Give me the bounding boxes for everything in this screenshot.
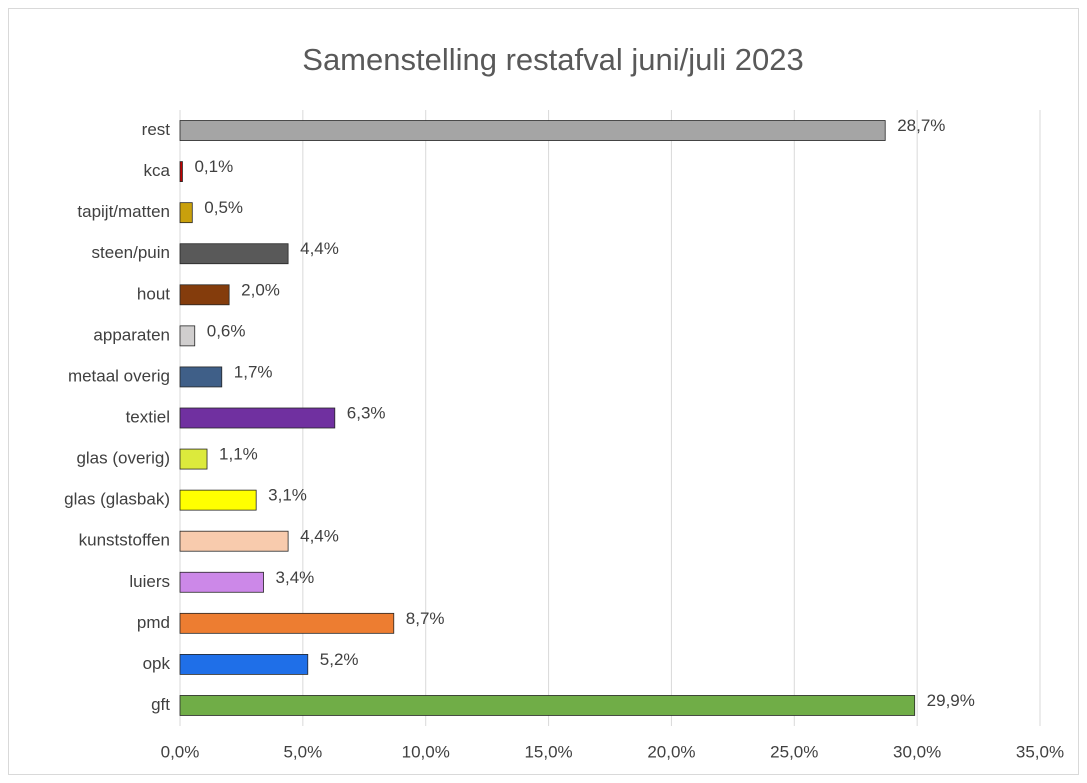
data-label: 6,3% <box>347 403 386 422</box>
y-tick-label: kca <box>144 161 171 180</box>
bar <box>179 120 886 141</box>
data-label: 2,0% <box>241 280 280 299</box>
data-label: 1,7% <box>234 362 273 381</box>
x-tick-label: 15,0% <box>524 742 572 761</box>
y-tick-label: rest <box>142 120 171 139</box>
y-tick-label: metaal overig <box>68 366 170 385</box>
data-label: 29,9% <box>927 691 975 710</box>
bar <box>179 284 230 306</box>
x-tick-label: 0,0% <box>161 742 200 761</box>
y-tick-label: tapijt/matten <box>77 202 170 221</box>
y-tick-label: kunststoffen <box>79 531 170 550</box>
y-tick-label: glas (overig) <box>76 449 170 468</box>
chart-title: Samenstelling restafval juni/juli 2023 <box>302 42 803 77</box>
x-tick-label: 10,0% <box>402 742 450 761</box>
y-tick-label: luiers <box>129 572 170 591</box>
y-tick-label: textiel <box>126 407 170 426</box>
y-tick-label: opk <box>143 654 171 673</box>
data-label: 4,4% <box>300 239 339 258</box>
data-label: 3,1% <box>268 486 307 505</box>
bar <box>179 695 916 716</box>
data-label: 0,6% <box>207 321 246 340</box>
data-label: 8,7% <box>406 609 445 628</box>
bar <box>179 571 264 593</box>
data-label: 0,5% <box>204 198 243 217</box>
y-tick-label: glas (glasbak) <box>64 490 170 509</box>
y-tick-label: apparaten <box>93 325 170 344</box>
x-tick-label: 30,0% <box>893 742 941 761</box>
x-tick-label: 5,0% <box>283 742 322 761</box>
y-tick-label: steen/puin <box>92 243 170 262</box>
bar <box>179 243 289 265</box>
data-label: 0,1% <box>194 157 233 176</box>
y-tick-label: gft <box>151 695 170 714</box>
data-label: 28,7% <box>897 116 945 135</box>
data-label: 3,4% <box>276 568 315 587</box>
data-label: 1,1% <box>219 445 258 464</box>
bar <box>179 612 395 634</box>
data-label: 5,2% <box>320 650 359 669</box>
data-label: 4,4% <box>300 527 339 546</box>
x-tick-label: 25,0% <box>770 742 818 761</box>
bar <box>179 202 193 224</box>
y-tick-label: pmd <box>137 613 170 632</box>
bar <box>179 161 183 183</box>
bar <box>179 654 309 675</box>
bar <box>179 489 257 511</box>
bar <box>179 448 208 470</box>
bar <box>179 530 289 552</box>
bar <box>179 407 336 429</box>
bar <box>179 325 196 347</box>
bar <box>179 366 223 388</box>
y-tick-label: hout <box>137 284 170 303</box>
x-tick-label: 20,0% <box>647 742 695 761</box>
x-tick-label: 35,0% <box>1016 742 1064 761</box>
